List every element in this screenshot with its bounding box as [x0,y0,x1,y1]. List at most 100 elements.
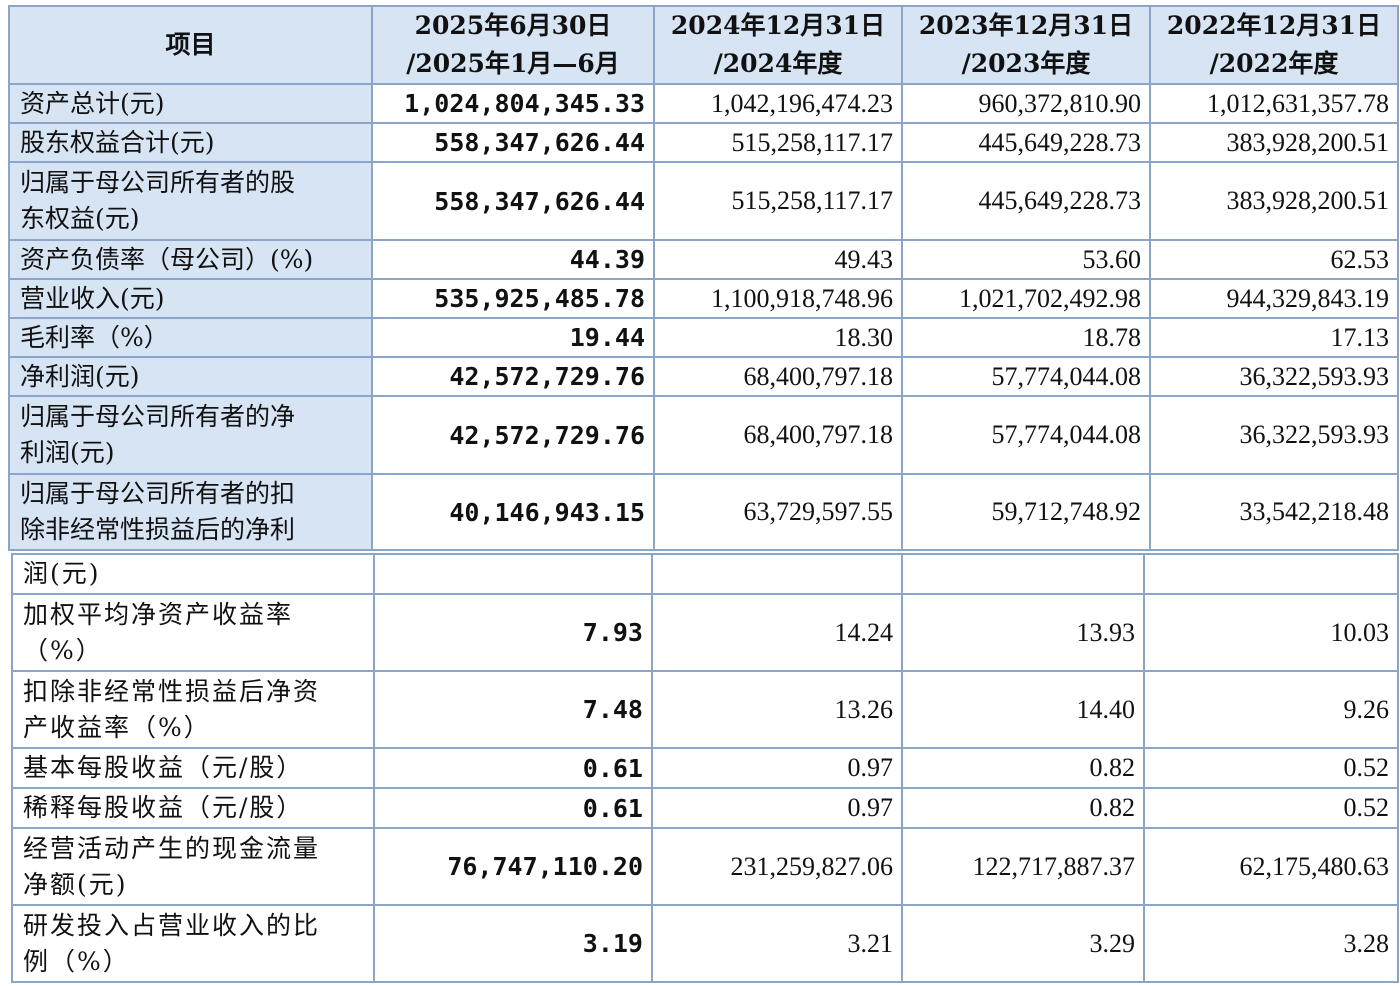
value-2022: 944,329,843.19 [1149,278,1399,319]
value-2025: 42,572,729.76 [371,395,655,475]
table-row: 归属于母公司所有者的扣 除非经常性损益后的净利 40,146,943.15 63,… [8,473,1399,551]
header-line: /2023年度 [961,49,1091,78]
value-2022: 383,928,200.51 [1149,122,1399,163]
table-row: 经营活动产生的现金流量 净额(元) 76,747,110.20 231,259,8… [11,827,1399,906]
label-line: 资产总计(元) [20,88,165,118]
header-line: /2022年度 [1209,49,1339,78]
value-2024: 68,400,797.18 [653,395,903,475]
row-label: 毛利率（%） [8,317,373,358]
row-label-continuation: 润(元) [11,553,375,595]
value-2025: 3.19 [373,904,653,983]
value-2023: 3.29 [901,904,1145,983]
label-line: 归属于母公司所有者的扣 [20,479,296,508]
row-label: 归属于母公司所有者的净 利润(元) [8,395,373,475]
value-2025: 76,747,110.20 [373,827,653,906]
label-line: 营业收入(元) [20,283,165,313]
header-2022: 2022年12月31日/2022年度 [1149,5,1399,85]
table-row: 资产总计(元) 1,024,804,345.33 1,042,196,474.2… [8,83,1399,124]
value-2024: 13.26 [651,670,903,749]
header-text: 项目 [165,30,216,59]
empty-cell [373,553,653,595]
value-2023: 122,717,887.37 [901,827,1145,906]
empty-cell [901,553,1145,595]
row-label: 归属于母公司所有者的扣 除非经常性损益后的净利 [8,473,373,551]
label-line: 利润(元) [20,438,115,467]
table-row: 稀释每股收益（元/股） 0.61 0.97 0.82 0.52 [11,787,1399,829]
value-2024: 49.43 [653,239,903,280]
value-2025: 1,024,804,345.33 [371,83,655,124]
value-2022: 3.28 [1143,904,1399,983]
row-label: 经营活动产生的现金流量 净额(元) [11,827,375,906]
value-2023: 57,774,044.08 [901,356,1151,397]
value-2025: 40,146,943.15 [371,473,655,551]
value-2022: 62.53 [1149,239,1399,280]
value-2025: 7.48 [373,670,653,749]
value-2022: 0.52 [1143,787,1399,829]
value-2023: 18.78 [901,317,1151,358]
header-2024: 2024年12月31日/2024年度 [653,5,903,85]
label-line: 除非经常性损益后的净利 [20,515,296,544]
label-line: 净利润(元) [20,361,140,391]
header-line: 2023年12月31日 [918,11,1134,40]
financial-table-top: 项目 2025年6月30日/2025年1月—6月 2024年12月31日/202… [8,5,1399,551]
label-line: 毛利率（%） [20,322,169,352]
header-row: 项目 2025年6月30日/2025年1月—6月 2024年12月31日/202… [8,5,1399,85]
label-line: 基本每股收益（元/股） [23,753,304,782]
value-2024: 515,258,117.17 [653,161,903,241]
header-item: 项目 [8,5,373,85]
row-label: 基本每股收益（元/股） [11,747,375,789]
value-2025: 42,572,729.76 [371,356,655,397]
value-2022: 9.26 [1143,670,1399,749]
table-row: 扣除非经常性损益后净资 产收益率（%） 7.48 13.26 14.40 9.26 [11,670,1399,749]
value-2025: 558,347,626.44 [371,161,655,241]
value-2024: 0.97 [651,787,903,829]
header-line: 2024年12月31日 [670,11,886,40]
table-row: 毛利率（%） 19.44 18.30 18.78 17.13 [8,317,1399,358]
value-2025: 19.44 [371,317,655,358]
table-row: 资产负债率（母公司）(%) 44.39 49.43 53.60 62.53 [8,239,1399,280]
label-line: 股东权益合计(元) [20,127,215,157]
value-2023: 960,372,810.90 [901,83,1151,124]
row-label: 资产总计(元) [8,83,373,124]
label-line: 扣除非经常性损益后净资 [23,676,321,706]
table-row: 归属于母公司所有者的股 东权益(元) 558,347,626.44 515,258… [8,161,1399,241]
header-line: 2025年6月30日 [414,11,612,40]
value-2023: 0.82 [901,747,1145,789]
row-label: 股东权益合计(元) [8,122,373,163]
label-line: 研发投入占营业收入的比 [23,910,321,940]
value-2024: 1,100,918,748.96 [653,278,903,319]
value-2022: 36,322,593.93 [1149,356,1399,397]
value-2024: 0.97 [651,747,903,789]
row-label: 归属于母公司所有者的股 东权益(元) [8,161,373,241]
value-2022: 17.13 [1149,317,1399,358]
value-2022: 62,175,480.63 [1143,827,1399,906]
label-line: 加权平均净资产收益率 [23,599,294,629]
label-line: 经营活动产生的现金流量 [23,833,321,863]
table-row: 股东权益合计(元) 558,347,626.44 515,258,117.17 … [8,122,1399,163]
row-label: 研发投入占营业收入的比 例（%） [11,904,375,983]
value-2024: 231,259,827.06 [651,827,903,906]
value-2024: 3.21 [651,904,903,983]
label-line: 归属于母公司所有者的净 [20,402,296,431]
header-line: 2022年12月31日 [1166,11,1382,40]
empty-cell [1143,553,1399,595]
value-2023: 1,021,702,492.98 [901,278,1151,319]
value-2025: 0.61 [373,787,653,829]
financial-table-continued: 润(元) 加权平均净资产收益率 （%） 7.93 14.24 13.93 10.0… [11,553,1399,983]
header-line: /2024年度 [713,49,843,78]
table-row: 研发投入占营业收入的比 例（%） 3.19 3.21 3.29 3.28 [11,904,1399,983]
table-row: 归属于母公司所有者的净 利润(元) 42,572,729.76 68,400,79… [8,395,1399,475]
table-row: 基本每股收益（元/股） 0.61 0.97 0.82 0.52 [11,747,1399,789]
value-2022: 33,542,218.48 [1149,473,1399,551]
value-2023: 0.82 [901,787,1145,829]
row-label: 加权平均净资产收益率 （%） [11,593,375,672]
value-2022: 10.03 [1143,593,1399,672]
value-2024: 1,042,196,474.23 [653,83,903,124]
label-line: 资产负债率（母公司）(%) [20,244,314,274]
value-2025: 44.39 [371,239,655,280]
table-row: 净利润(元) 42,572,729.76 68,400,797.18 57,77… [8,356,1399,397]
continuation-row: 润(元) [11,553,1399,595]
label-line: 净额(元) [23,869,128,899]
table-row: 营业收入(元) 535,925,485.78 1,100,918,748.96 … [8,278,1399,319]
value-2025: 7.93 [373,593,653,672]
